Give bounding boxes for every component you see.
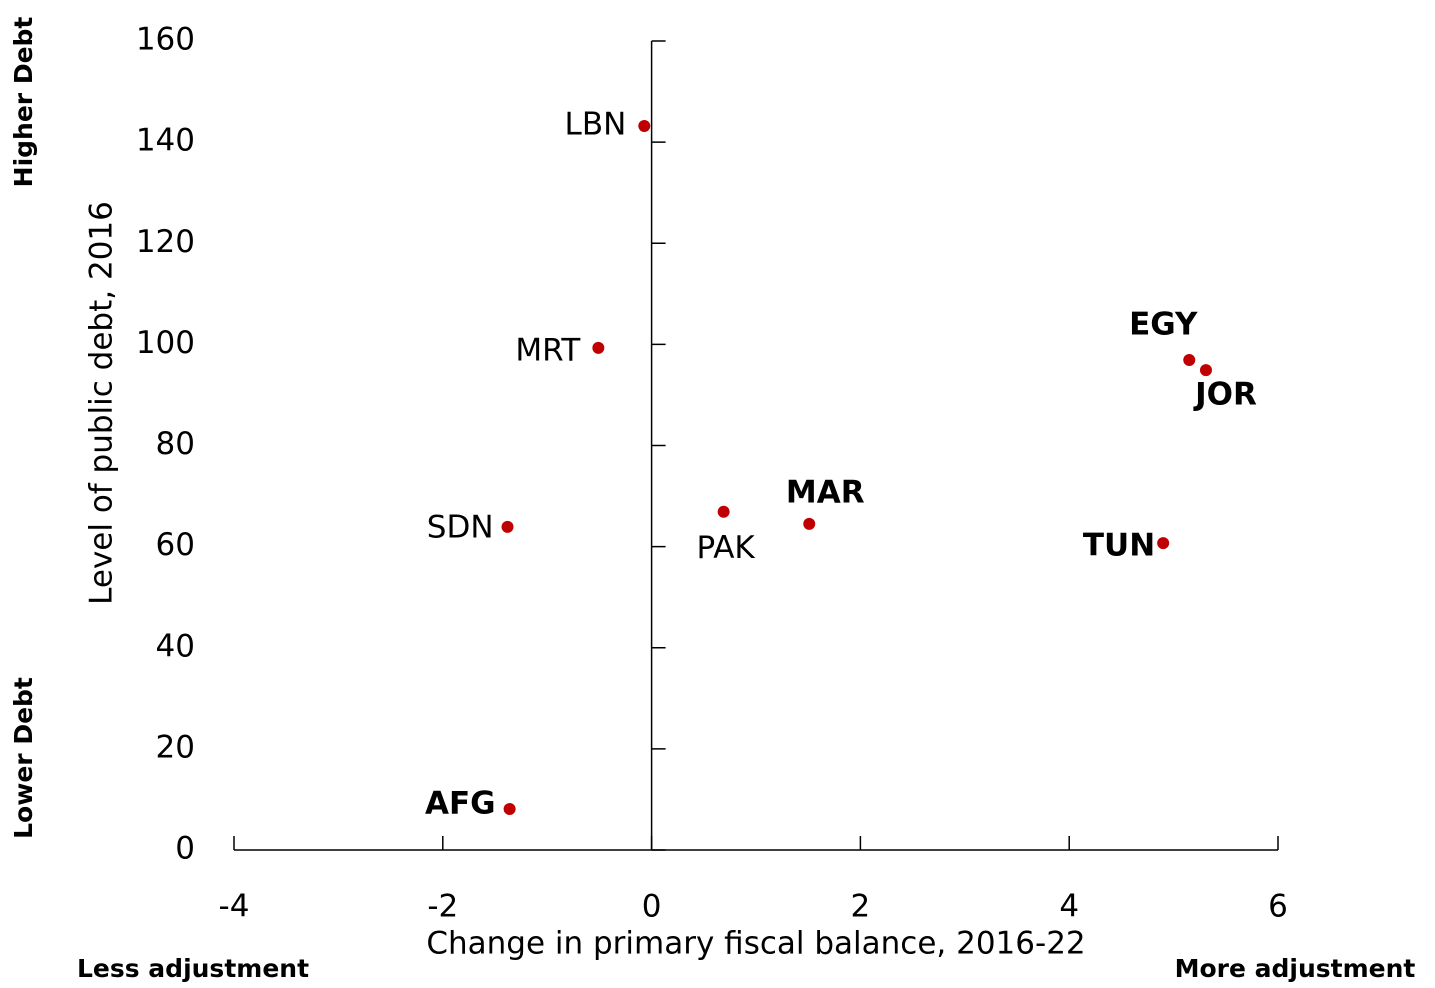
y-axis-title: Level of public debt, 2016 [84,201,120,605]
annotation: Lower Debt [9,677,38,839]
y-tick-label: 140 [136,123,195,159]
point [592,341,605,354]
point [501,520,514,533]
point [803,517,816,530]
y-tick-label: 20 [156,729,195,765]
annotation: More adjustment [1175,954,1416,983]
y-tick-label: 0 [175,831,195,867]
y-tick-label: 120 [136,224,195,260]
y-tick-label: 160 [136,22,195,58]
x-tick-label: 2 [851,889,871,925]
x-axis-title: Change in primary fiscal balance, 2016-2… [426,926,1085,962]
y-tick-label: 100 [136,325,195,361]
point [638,119,651,132]
point-label: LBN [565,106,627,142]
point-label: MRT [515,332,581,368]
point-label: PAK [697,530,756,566]
x-tick-label: -2 [427,889,458,925]
point-label: SDN [427,509,494,545]
x-tick-label: 0 [642,889,662,925]
annotation: Less adjustment [77,954,309,983]
y-tick-label: 40 [156,628,195,664]
y-tick-label: 60 [156,527,195,563]
point [717,505,730,518]
point [1183,354,1196,367]
x-tick-label: 4 [1059,889,1079,925]
annotation: Higher Debt [9,17,38,188]
point [1199,364,1212,377]
point [503,803,516,816]
x-tick-label: -4 [219,889,250,925]
point-label: JOR [1193,377,1257,413]
point-label: EGY [1129,307,1198,343]
x-tick-label: 6 [1268,889,1288,925]
y-tick-label: 80 [156,426,195,462]
point-label: AFG [425,786,496,822]
point-label: TUN [1083,528,1155,564]
point-label: MAR [786,474,865,510]
point [1157,537,1170,550]
